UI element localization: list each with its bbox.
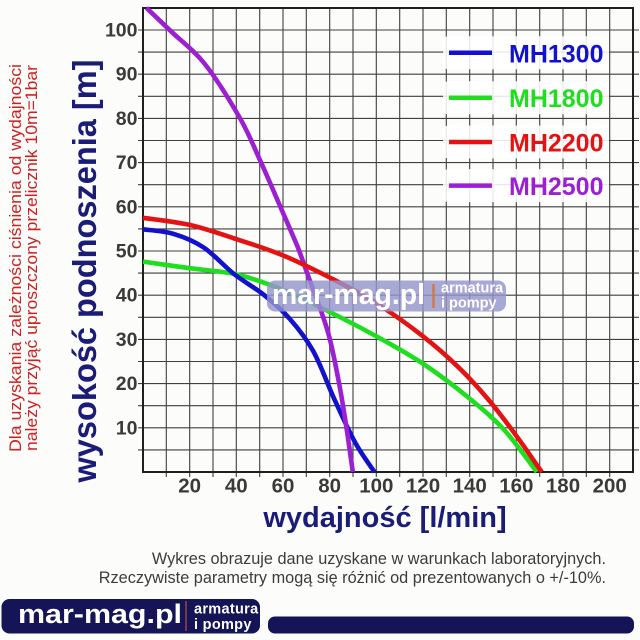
svg-text:200: 200	[593, 475, 627, 498]
svg-text:120: 120	[406, 475, 440, 498]
svg-text:Dla uzyskania zależności ciśni: Dla uzyskania zależności ciśnienia od wy…	[6, 64, 25, 452]
svg-text:20: 20	[116, 373, 138, 395]
svg-text:MH2500: MH2500	[509, 173, 604, 201]
svg-text:60: 60	[116, 196, 138, 218]
svg-text:10: 10	[116, 417, 138, 439]
svg-text:mar-mag.pl: mar-mag.pl	[18, 599, 182, 629]
svg-text:70: 70	[116, 152, 138, 174]
svg-text:60: 60	[272, 475, 295, 498]
svg-text:należy przyjąć uproszczony prz: należy przyjąć uproszczony przelicznik 1…	[22, 65, 41, 451]
svg-text:armatura: armatura	[194, 602, 259, 618]
svg-text:180: 180	[546, 475, 580, 498]
svg-text:80: 80	[116, 108, 138, 130]
svg-text:Wykres obrazuje dane uzyskane: Wykres obrazuje dane uzyskane w warunkac…	[152, 550, 606, 568]
svg-text:MH2200: MH2200	[509, 130, 604, 158]
svg-text:Rzeczywiste parametry mogą się: Rzeczywiste parametry mogą się różnić od…	[99, 569, 606, 587]
svg-text:i pompy: i pompy	[194, 617, 252, 633]
svg-text:mar-mag.pl: mar-mag.pl	[272, 279, 425, 311]
svg-text:100: 100	[105, 20, 138, 42]
svg-text:140: 140	[453, 475, 487, 498]
svg-text:90: 90	[116, 64, 138, 86]
svg-text:MH1800: MH1800	[509, 85, 604, 113]
svg-text:wysokość podnoszenia [m]: wysokość podnoszenia [m]	[66, 60, 103, 484]
svg-text:wydajność [l/min]: wydajność [l/min]	[262, 502, 506, 534]
svg-text:i pompy: i pompy	[441, 296, 497, 312]
svg-text:160: 160	[499, 475, 533, 498]
svg-text:MH1300: MH1300	[509, 40, 604, 68]
svg-text:30: 30	[116, 329, 138, 351]
svg-text:armatura: armatura	[441, 281, 504, 297]
svg-text:80: 80	[318, 475, 341, 498]
svg-text:40: 40	[225, 475, 248, 498]
svg-text:100: 100	[359, 475, 393, 498]
svg-text:50: 50	[116, 241, 138, 263]
svg-text:40: 40	[116, 285, 138, 307]
svg-text:20: 20	[178, 475, 201, 498]
